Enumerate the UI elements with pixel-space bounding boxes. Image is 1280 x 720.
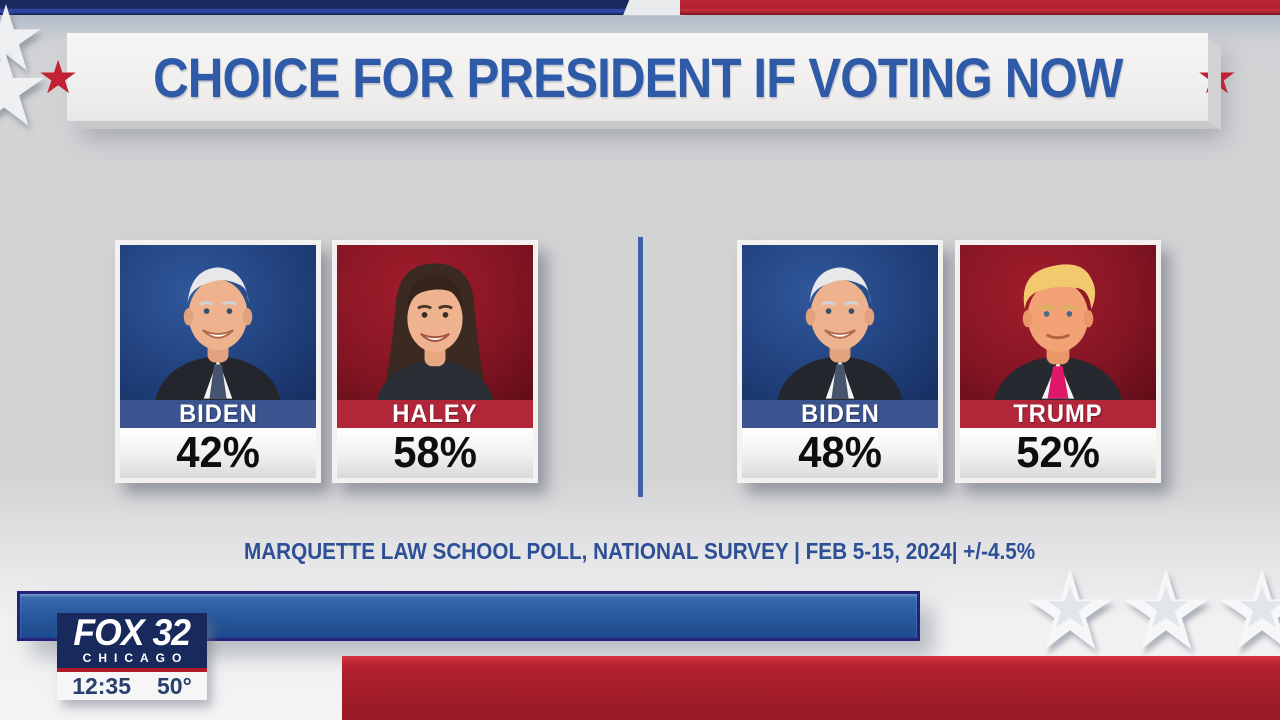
station-temp: 50° bbox=[157, 672, 192, 699]
page-title: CHOICE FOR PRESIDENT IF VOTING NOW bbox=[152, 45, 1123, 109]
candidate-photo-trump bbox=[960, 245, 1156, 400]
poll-source-line: MARQUETTE LAW SCHOOL POLL, NATIONAL SURV… bbox=[0, 538, 1280, 565]
card-inner: HALEY 58% bbox=[337, 245, 533, 478]
candidate-name-bar: BIDEN bbox=[742, 400, 938, 428]
embossed-star-icon bbox=[0, 46, 46, 130]
station-logo-bug: FOX 32 CHICAGO 12:35 50° bbox=[57, 613, 207, 700]
candidate-percent-box: 58% bbox=[337, 428, 533, 478]
poll-source-text: MARQUETTE LAW SCHOOL POLL, NATIONAL SURV… bbox=[244, 538, 1036, 564]
candidate-name-bar: TRUMP bbox=[960, 400, 1156, 428]
candidate-name: HALEY bbox=[392, 399, 478, 428]
station-name: FOX 32 bbox=[73, 612, 192, 653]
portrait-biden-icon bbox=[777, 267, 903, 400]
candidate-card-biden-vs-haley-haley: HALEY 58% bbox=[332, 240, 538, 483]
portrait-haley-icon bbox=[376, 263, 494, 400]
candidate-percent: 42% bbox=[176, 428, 260, 477]
station-time: 12:35 bbox=[72, 672, 132, 699]
candidate-percent-box: 42% bbox=[120, 428, 316, 478]
candidate-name-bar: HALEY bbox=[337, 400, 533, 428]
lower-third-red-panel bbox=[342, 656, 1280, 720]
candidate-name-bar: BIDEN bbox=[120, 400, 316, 428]
star-icon bbox=[0, 4, 41, 71]
top-stripe-blue bbox=[0, 0, 633, 15]
star-icon: ★ bbox=[37, 51, 79, 103]
star-icon bbox=[0, 48, 45, 126]
candidate-percent-box: 52% bbox=[960, 428, 1156, 478]
star-icon bbox=[1123, 568, 1209, 650]
station-time-temp-bar: 12:35 50° bbox=[57, 672, 207, 700]
portrait-biden-icon bbox=[155, 267, 281, 400]
star-icon bbox=[1219, 568, 1280, 650]
card-inner: BIDEN 42% bbox=[120, 245, 316, 478]
candidate-name: TRUMP bbox=[1013, 399, 1103, 428]
station-logo-red-stripe bbox=[57, 668, 207, 672]
embossed-star-icon bbox=[1026, 566, 1114, 659]
candidate-percent: 58% bbox=[393, 428, 477, 477]
station-city: CHICAGO bbox=[82, 651, 189, 665]
candidate-name: BIDEN bbox=[178, 399, 258, 428]
star-icon bbox=[1027, 568, 1113, 650]
candidate-card-biden-vs-trump-trump: TRUMP 52% bbox=[955, 240, 1161, 483]
embossed-star-icon bbox=[1122, 566, 1210, 659]
card-inner: TRUMP 52% bbox=[960, 245, 1156, 478]
candidate-name: BIDEN bbox=[800, 399, 880, 428]
embossed-star-icon bbox=[1218, 566, 1280, 659]
candidate-percent: 48% bbox=[798, 428, 882, 477]
card-inner: BIDEN 48% bbox=[742, 245, 938, 478]
candidate-percent-box: 48% bbox=[742, 428, 938, 478]
candidate-photo-biden bbox=[120, 245, 316, 400]
matchup-divider bbox=[638, 237, 643, 497]
candidate-photo-haley bbox=[337, 245, 533, 400]
portrait-trump-icon bbox=[994, 264, 1122, 400]
candidate-card-biden-vs-trump-biden: BIDEN 48% bbox=[737, 240, 943, 483]
station-logo: FOX 32 CHICAGO bbox=[57, 613, 207, 668]
banner-bevel bbox=[1208, 38, 1221, 130]
candidate-photo-biden bbox=[742, 245, 938, 400]
headline-banner: ★ CHOICE FOR PRESIDENT IF VOTING NOW ★ bbox=[37, 33, 1238, 130]
candidate-card-biden-vs-haley-biden: BIDEN 42% bbox=[115, 240, 321, 483]
top-stripe-red bbox=[680, 0, 1280, 15]
candidate-percent: 52% bbox=[1016, 428, 1100, 477]
embossed-star-icon bbox=[0, 2, 42, 74]
